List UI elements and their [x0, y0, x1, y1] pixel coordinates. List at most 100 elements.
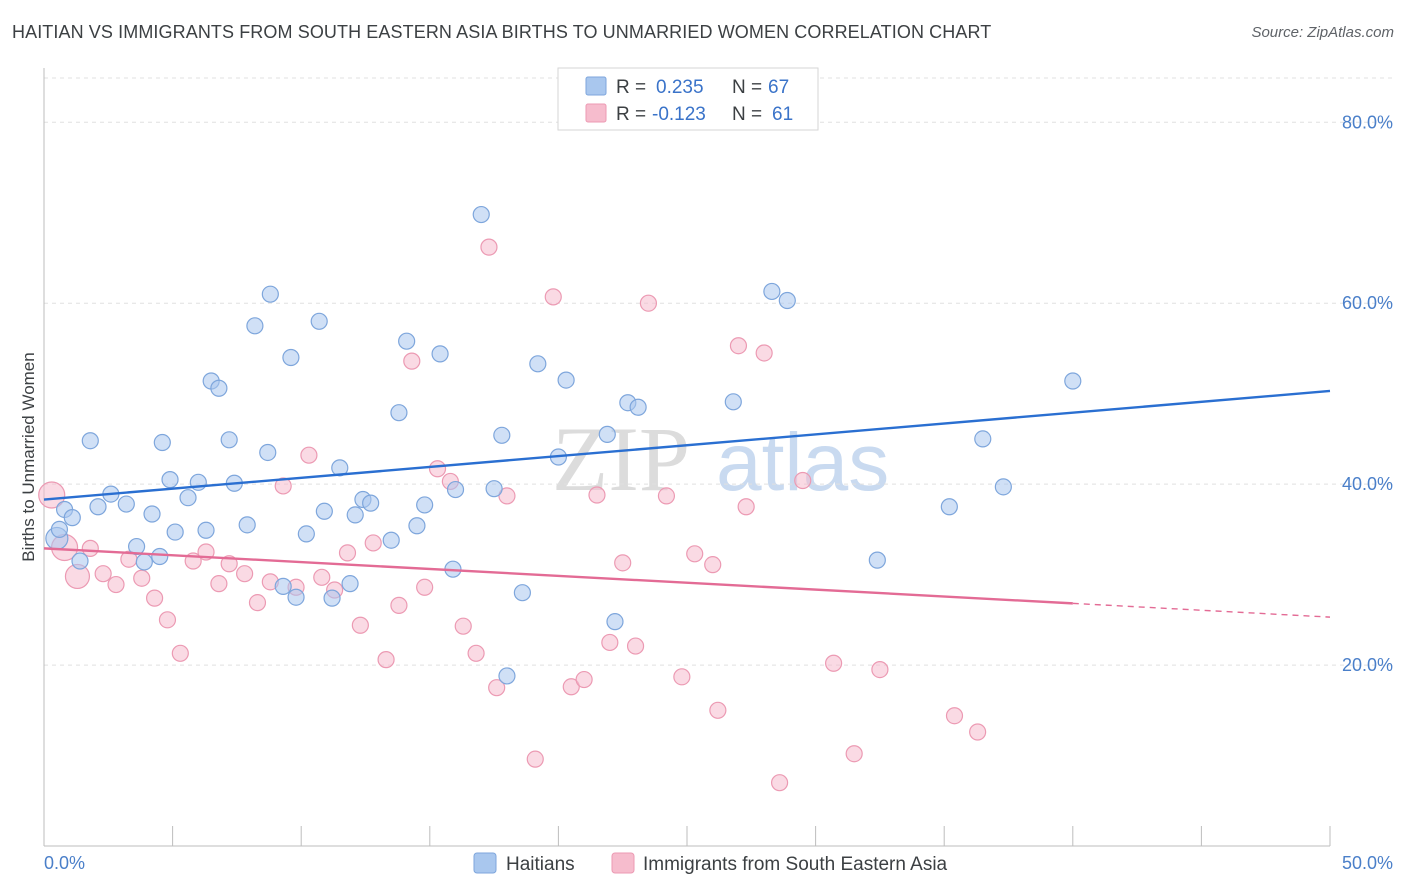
pink-point — [351, 616, 369, 634]
blue-point — [974, 430, 992, 448]
pink-point — [133, 569, 151, 587]
blue-point — [778, 291, 796, 310]
blue-point — [238, 516, 256, 534]
legend-n-value-haitians: 67 — [768, 77, 789, 98]
legend-r-label-immigrants: R = — [616, 104, 646, 125]
pink-point — [467, 644, 485, 662]
pink-point — [38, 481, 66, 509]
blue-point — [297, 525, 315, 543]
trend-lines — [43, 389, 1331, 618]
blue-point — [868, 551, 886, 569]
blue-point — [598, 425, 616, 443]
blue-point — [127, 537, 146, 556]
blue-point — [315, 502, 333, 520]
pink-point — [709, 701, 727, 719]
legend-n-label-haitians: N = — [732, 77, 762, 98]
bottom-legend-swatch-haitians — [473, 852, 497, 874]
pink-point — [248, 594, 267, 612]
pink-point — [673, 668, 691, 686]
chart-title: HAITIAN VS IMMIGRANTS FROM SOUTH EASTERN… — [12, 22, 992, 42]
pink-point — [416, 578, 434, 596]
pink-point — [588, 486, 606, 504]
pink-point — [575, 670, 593, 689]
blue-point — [179, 489, 197, 507]
pink-point — [657, 487, 676, 505]
trend-line-haitians — [43, 389, 1331, 501]
blue-point — [485, 480, 503, 498]
pink-point — [480, 238, 498, 256]
pink-point — [526, 750, 544, 768]
y-tick-label-60: 60.0% — [1342, 293, 1393, 313]
blue-point — [398, 332, 416, 350]
blue-point — [259, 443, 277, 462]
pink-point — [210, 575, 228, 593]
series-legend: Haitians Immigrants from South Eastern A… — [473, 852, 948, 875]
blue-point — [994, 478, 1012, 496]
blue-point — [382, 531, 400, 549]
legend-r-value-immigrants: -0.123 — [652, 104, 706, 125]
trend-line-immigrants — [43, 547, 1073, 605]
blue-point — [117, 495, 135, 513]
blue-point — [143, 505, 161, 523]
pink-point — [945, 707, 964, 725]
blue-point — [63, 509, 81, 527]
pink-point — [755, 344, 773, 362]
pink-point — [488, 679, 506, 697]
blue-point — [362, 494, 380, 512]
blue-point — [197, 521, 215, 539]
blue-point — [493, 426, 511, 444]
blue-point — [282, 348, 300, 367]
pink-point — [236, 565, 254, 583]
pink-point — [614, 554, 632, 572]
x-tick-label-min: 0.0% — [44, 853, 85, 873]
pink-point — [825, 654, 843, 672]
blue-point — [89, 498, 107, 516]
blue-point — [246, 317, 264, 335]
correlation-legend: R = 0.235 N = 67 R = -0.123 N = 61 — [557, 67, 819, 131]
blue-point — [557, 371, 575, 389]
pink-point — [377, 651, 395, 669]
legend-r-value-haitians: 0.235 — [656, 77, 704, 98]
pink-point — [871, 660, 889, 679]
blue-point — [529, 355, 547, 373]
blue-point — [513, 584, 531, 602]
y-tick-label-40: 40.0% — [1342, 474, 1393, 494]
blue-point — [274, 577, 292, 595]
blue-point — [323, 589, 341, 607]
blue-point — [940, 498, 958, 516]
source-credit: Source: ZipAtlas.com — [1251, 24, 1394, 41]
x-tick-label-max: 50.0% — [1342, 853, 1393, 873]
pink-point — [845, 745, 863, 763]
blue-point — [346, 506, 364, 524]
pink-point — [300, 446, 318, 464]
series-immigrants-points — [38, 238, 987, 792]
series-haitians-points — [45, 205, 1082, 685]
blue-point — [498, 667, 516, 685]
pink-point — [390, 596, 408, 614]
blue-point — [135, 553, 153, 571]
blue-point — [606, 613, 624, 631]
bottom-legend-swatch-immigrants — [611, 852, 635, 874]
blue-point — [763, 282, 781, 301]
trend-line-immigrants-extension — [1072, 602, 1331, 618]
pink-point — [428, 460, 447, 478]
pink-point — [639, 294, 658, 312]
blue-point — [431, 345, 449, 363]
pink-point — [729, 337, 748, 355]
y-tick-labels: 20.0% 40.0% 60.0% 80.0% — [1342, 112, 1393, 675]
legend-swatch-haitians — [585, 76, 607, 96]
pink-point — [220, 555, 238, 573]
pink-point — [770, 774, 789, 792]
legend-n-label-immigrants: N = — [732, 104, 762, 125]
blue-point — [331, 459, 349, 477]
pink-point — [145, 589, 164, 607]
pink-point — [601, 633, 619, 652]
blue-point — [261, 285, 279, 303]
bottom-legend-label-haitians: Haitians — [506, 854, 575, 875]
blue-point — [390, 404, 408, 422]
blue-point — [161, 471, 179, 489]
blue-point — [416, 496, 434, 514]
blue-point — [210, 379, 228, 397]
blue-point — [629, 398, 647, 416]
pink-point — [626, 637, 645, 655]
